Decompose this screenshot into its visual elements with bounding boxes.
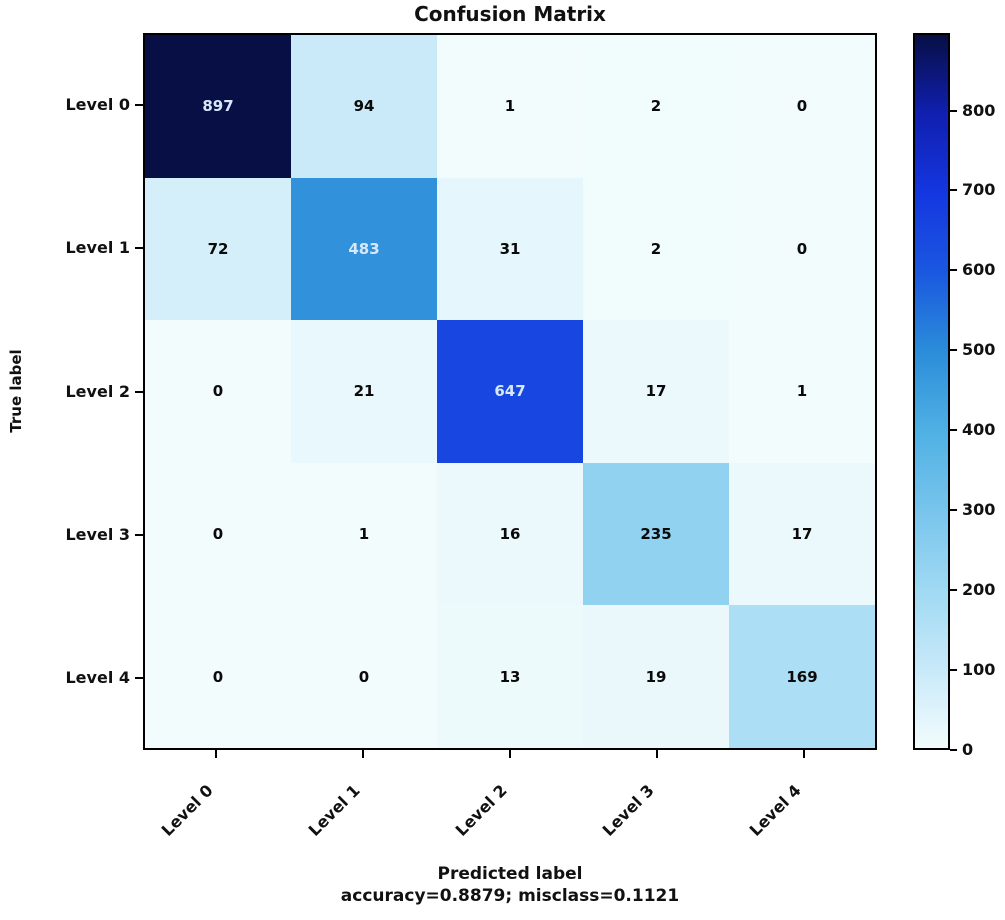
x-tick-label-4: Level 4 <box>745 780 805 840</box>
colorbar-tick-label-4: 400 <box>962 420 996 440</box>
matrix-cell-r1-c1: 483 <box>291 177 437 321</box>
matrix-cell-r2-c2: 647 <box>437 320 583 463</box>
matrix-cell-r1-c4: 0 <box>729 177 875 321</box>
colorbar-tick-label-0: 0 <box>962 740 974 759</box>
colorbar-tick-label-5: 500 <box>962 340 996 360</box>
x-tick-mark-2 <box>509 750 511 758</box>
colorbar <box>913 33 950 750</box>
colorbar-tick-label-2: 200 <box>962 580 996 600</box>
colorbar-tick-mark-6 <box>950 269 957 272</box>
matrix-cell-r1-c3: 2 <box>583 177 729 321</box>
matrix-cell-r4-c1: 0 <box>291 605 437 748</box>
heatmap-grid: 897 94 1 2 0 72 483 31 2 0 0 21 647 17 1 0 1 16 235 17 0 0 13 1… <box>143 33 877 750</box>
matrix-cell-r2-c4: 1 <box>729 320 875 463</box>
matrix-cell-r3-c1: 1 <box>291 462 437 606</box>
matrix-cell-r2-c3: 17 <box>583 320 729 463</box>
y-tick-label-2: Level 2 <box>65 381 130 401</box>
matrix-cell-r0-c0: 897 <box>145 35 291 178</box>
y-tick-label-4: Level 4 <box>65 668 130 688</box>
x-tick-mark-0 <box>215 750 218 758</box>
matrix-cell-r4-c4: 169 <box>729 605 875 748</box>
matrix-cell-r0-c3: 2 <box>583 35 729 178</box>
y-tick-label-3: Level 3 <box>65 524 130 544</box>
y-tick-mark-3 <box>135 533 143 536</box>
x-axis-label: Predicted label <box>437 864 583 884</box>
x-tick-label-2: Level 2 <box>451 780 511 840</box>
colorbar-tick-mark-4 <box>950 429 957 432</box>
colorbar-tick-mark-7 <box>950 189 957 192</box>
colorbar-tick-mark-2 <box>950 589 957 592</box>
x-tick-mark-1 <box>362 750 365 758</box>
x-tick-mark-3 <box>655 750 658 758</box>
colorbar-tick-mark-0 <box>950 749 957 751</box>
matrix-cell-r0-c4: 0 <box>729 35 875 178</box>
x-tick-label-3: Level 3 <box>598 780 658 840</box>
colorbar-tick-label-7: 700 <box>962 180 996 200</box>
y-tick-mark-0 <box>135 103 143 106</box>
colorbar-tick-label-6: 600 <box>962 260 996 280</box>
colorbar-tick-mark-8 <box>950 109 957 112</box>
matrix-cell-r3-c2: 16 <box>437 462 583 606</box>
matrix-cell-r0-c2: 1 <box>437 35 583 178</box>
x-tick-mark-4 <box>802 750 805 758</box>
colorbar-tick-mark-5 <box>950 349 957 352</box>
matrix-cell-r3-c3: 235 <box>583 462 729 606</box>
chart-title: Confusion Matrix <box>414 2 606 26</box>
y-tick-mark-1 <box>135 247 143 250</box>
matrix-cell-r1-c2: 31 <box>437 177 583 321</box>
colorbar-tick-label-1: 100 <box>962 660 996 680</box>
colorbar-tick-mark-1 <box>950 669 957 672</box>
matrix-cell-r0-c1: 94 <box>291 35 437 178</box>
matrix-cell-r2-c1: 21 <box>291 320 437 463</box>
y-tick-mark-2 <box>135 390 143 393</box>
matrix-cell-r4-c2: 13 <box>437 605 583 748</box>
colorbar-tick-mark-3 <box>950 509 957 512</box>
matrix-cell-r3-c0: 0 <box>145 462 291 606</box>
matrix-cell-r3-c4: 17 <box>729 462 875 606</box>
accuracy-annotation: accuracy=0.8879; misclass=0.1121 <box>340 886 680 906</box>
colorbar-tick-label-8: 800 <box>962 100 996 120</box>
matrix-cell-r1-c0: 72 <box>145 177 291 321</box>
y-tick-mark-4 <box>135 677 143 680</box>
matrix-cell-r4-c3: 19 <box>583 605 729 748</box>
x-tick-label-0: Level 0 <box>158 780 218 840</box>
matrix-cell-r4-c0: 0 <box>145 605 291 748</box>
y-tick-label-1: Level 1 <box>65 238 130 258</box>
colorbar-tick-label-3: 300 <box>962 500 996 520</box>
matrix-cell-r2-c0: 0 <box>145 320 291 463</box>
x-tick-label-1: Level 1 <box>304 780 364 840</box>
y-tick-label-0: Level 0 <box>65 94 130 114</box>
